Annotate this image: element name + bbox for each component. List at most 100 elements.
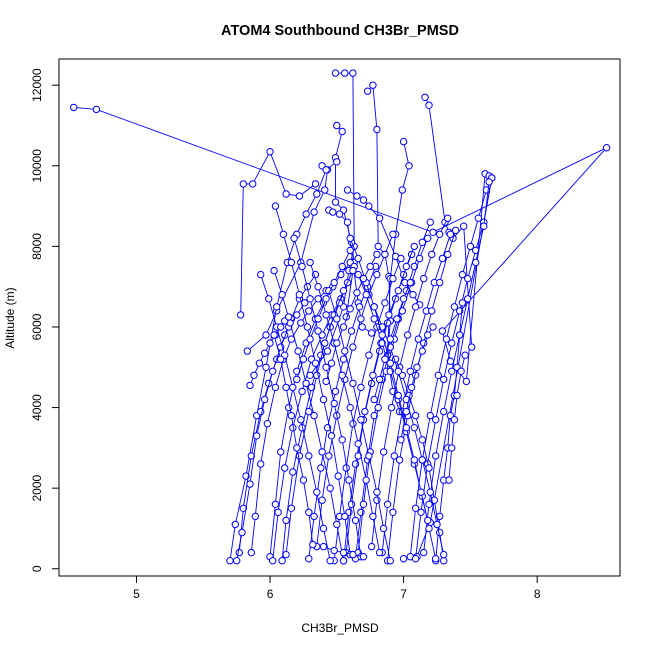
data-point bbox=[255, 359, 264, 367]
x-axis-label: CH3Br_PMSD bbox=[301, 621, 379, 635]
data-point bbox=[270, 331, 278, 339]
data-point bbox=[263, 420, 272, 428]
data-point bbox=[226, 557, 234, 565]
data-point bbox=[462, 377, 471, 386]
data-point bbox=[351, 516, 360, 525]
data-point bbox=[314, 315, 322, 323]
profile-series bbox=[330, 254, 405, 565]
data-point bbox=[322, 377, 330, 386]
data-point bbox=[406, 367, 414, 375]
data-point bbox=[293, 444, 301, 452]
data-point bbox=[330, 546, 338, 555]
y-tick-label: 8000 bbox=[30, 233, 44, 260]
data-point bbox=[334, 472, 342, 480]
data-point bbox=[319, 542, 328, 551]
data-point bbox=[349, 69, 357, 77]
y-tick-label: 2000 bbox=[30, 474, 44, 501]
y-tick-label: 6000 bbox=[30, 313, 44, 340]
data-point bbox=[293, 367, 301, 375]
data-point bbox=[399, 555, 408, 563]
data-point bbox=[425, 464, 433, 472]
data-point bbox=[456, 331, 464, 339]
profile-series bbox=[306, 258, 384, 557]
data-point bbox=[418, 347, 426, 355]
data-point bbox=[438, 327, 447, 335]
data-point bbox=[362, 476, 370, 484]
data-point bbox=[321, 186, 329, 194]
data-point bbox=[394, 367, 402, 375]
y-tick-label: 0 bbox=[30, 565, 44, 572]
data-point bbox=[326, 484, 334, 492]
data-point bbox=[287, 258, 296, 267]
data-point bbox=[411, 411, 420, 420]
data-point bbox=[349, 266, 357, 275]
data-point bbox=[287, 411, 296, 420]
data-point bbox=[373, 250, 381, 259]
data-point bbox=[358, 323, 366, 331]
data-point bbox=[287, 504, 296, 512]
data-point bbox=[354, 270, 362, 279]
data-point bbox=[262, 363, 270, 371]
data-point bbox=[335, 210, 344, 218]
data-point bbox=[353, 192, 361, 200]
data-point bbox=[311, 359, 320, 367]
data-point bbox=[448, 339, 456, 347]
data-point bbox=[426, 488, 434, 496]
data-point bbox=[373, 125, 381, 134]
profile-series bbox=[290, 234, 365, 561]
data-point bbox=[353, 289, 361, 297]
data-point bbox=[414, 335, 422, 343]
data-point bbox=[333, 520, 341, 529]
profile-series bbox=[319, 542, 368, 561]
data-point bbox=[365, 452, 373, 460]
data-point bbox=[381, 250, 389, 259]
data-point bbox=[274, 508, 282, 516]
data-point bbox=[367, 329, 376, 337]
data-point bbox=[305, 555, 313, 563]
data-point bbox=[295, 192, 304, 200]
data-point bbox=[417, 488, 425, 496]
data-point bbox=[343, 218, 352, 226]
series-line bbox=[260, 274, 331, 561]
data-point bbox=[305, 508, 313, 516]
data-point bbox=[289, 468, 297, 476]
data-point bbox=[333, 158, 341, 166]
data-point bbox=[406, 278, 414, 287]
data-point bbox=[357, 416, 365, 424]
data-point bbox=[327, 432, 336, 440]
data-point bbox=[293, 375, 301, 384]
data-point bbox=[250, 371, 258, 379]
data-point bbox=[330, 278, 338, 287]
data-point bbox=[247, 452, 256, 460]
data-point bbox=[269, 367, 277, 375]
data-point bbox=[239, 180, 248, 188]
profile-series bbox=[325, 206, 376, 337]
profile-series bbox=[370, 278, 414, 404]
data-point bbox=[273, 303, 281, 311]
data-point bbox=[231, 520, 240, 529]
data-point bbox=[317, 464, 325, 472]
data-point bbox=[445, 476, 453, 484]
data-point bbox=[405, 162, 413, 170]
data-point bbox=[70, 103, 78, 112]
data-point bbox=[357, 383, 365, 392]
data-point bbox=[432, 452, 440, 460]
data-point bbox=[417, 508, 425, 516]
data-point bbox=[277, 323, 285, 331]
x-tick-label: 5 bbox=[133, 587, 140, 601]
data-point bbox=[249, 180, 257, 188]
data-point bbox=[278, 291, 286, 299]
data-point bbox=[425, 101, 433, 110]
series-line bbox=[273, 270, 344, 561]
data-point bbox=[322, 166, 330, 174]
data-point bbox=[468, 343, 476, 351]
data-point bbox=[339, 557, 348, 565]
data-point bbox=[349, 550, 357, 559]
data-point bbox=[279, 230, 288, 239]
data-point bbox=[464, 274, 472, 283]
data-point bbox=[354, 254, 362, 263]
data-point bbox=[363, 87, 372, 95]
data-point bbox=[418, 456, 426, 464]
profile-series bbox=[246, 313, 293, 390]
data-point bbox=[444, 250, 452, 259]
